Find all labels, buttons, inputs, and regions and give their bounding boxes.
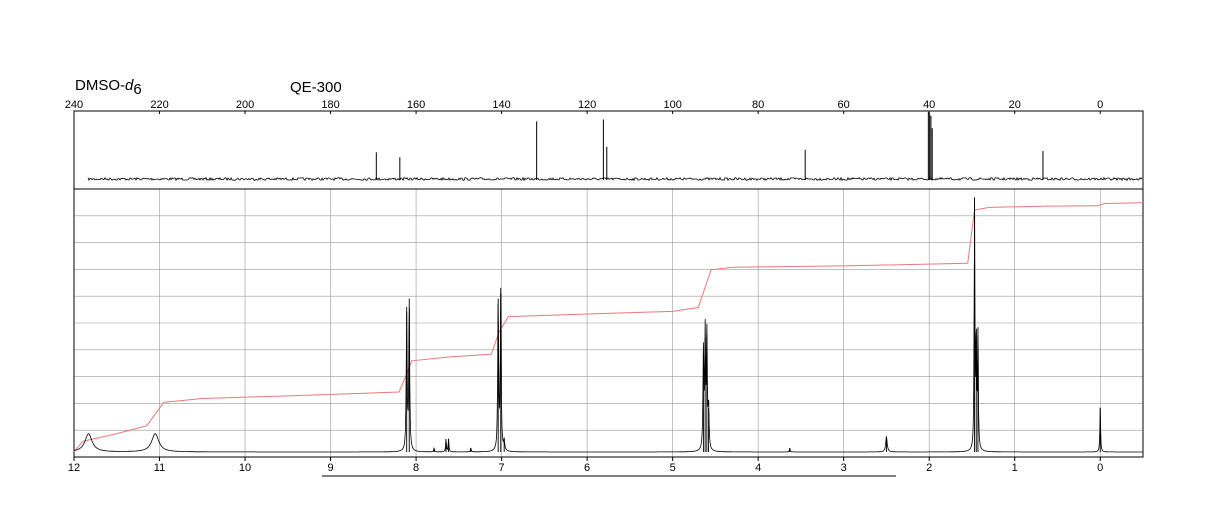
c13-tick-label: 200 — [236, 99, 254, 111]
h1-tick-label: 12 — [68, 462, 80, 474]
h1-tick-label: 0 — [1097, 462, 1103, 474]
c13-tick-label: 100 — [663, 99, 681, 111]
solvent-prefix: DMSO- — [75, 77, 125, 94]
h1-frame — [73, 188, 1144, 458]
h1-tick-label: 3 — [841, 462, 847, 474]
h1-tick-label: 7 — [499, 462, 505, 474]
h1-tick-label: 10 — [239, 462, 251, 474]
h1-tick-label: 9 — [327, 462, 333, 474]
c13-tick-label: 80 — [752, 99, 764, 111]
c13-tick-label: 20 — [1009, 99, 1021, 111]
h1-tick-label: 11 — [154, 462, 165, 474]
h1-tick-label: 2 — [926, 462, 932, 474]
c13-tick-label: 240 — [65, 99, 83, 111]
h1-tick-label: 4 — [755, 462, 761, 474]
c13-tick-label: 160 — [407, 99, 425, 111]
c13-frame — [73, 110, 1144, 190]
solvent-italic: d — [125, 77, 134, 94]
h1-tick-label: 5 — [670, 462, 676, 474]
instrument-label: QE-300 — [290, 79, 342, 96]
c13-tick-label: 120 — [578, 99, 596, 111]
h1-tick-label: 1 — [1012, 462, 1018, 474]
h1-spectrum-trace — [73, 202, 1143, 453]
c13-tick-label: 180 — [321, 99, 339, 111]
h1-spectrum-panel: 12 11 10 9 8 7 6 5 4 3 2 1 0 — [68, 188, 1144, 474]
c13-tick-label: 220 — [150, 99, 168, 111]
c13-tick-label: 0 — [1097, 99, 1103, 111]
solvent-subscript: 6 — [133, 81, 141, 98]
c13-tick-label: 40 — [923, 99, 935, 111]
h1-integral-curve — [73, 202, 1144, 453]
h1-tick-label: 8 — [413, 462, 419, 474]
c13-tick-label: 60 — [838, 99, 850, 111]
solvent-label: DMSO-d6 — [75, 77, 142, 98]
c13-tick-label: 140 — [492, 99, 510, 111]
c13-spectrum-panel: 240 220 200 180 160 140 120 100 80 60 40 20 0 — [65, 99, 1144, 190]
c13-baseline — [87, 176, 1143, 182]
h1-tick-label: 6 — [584, 462, 590, 474]
